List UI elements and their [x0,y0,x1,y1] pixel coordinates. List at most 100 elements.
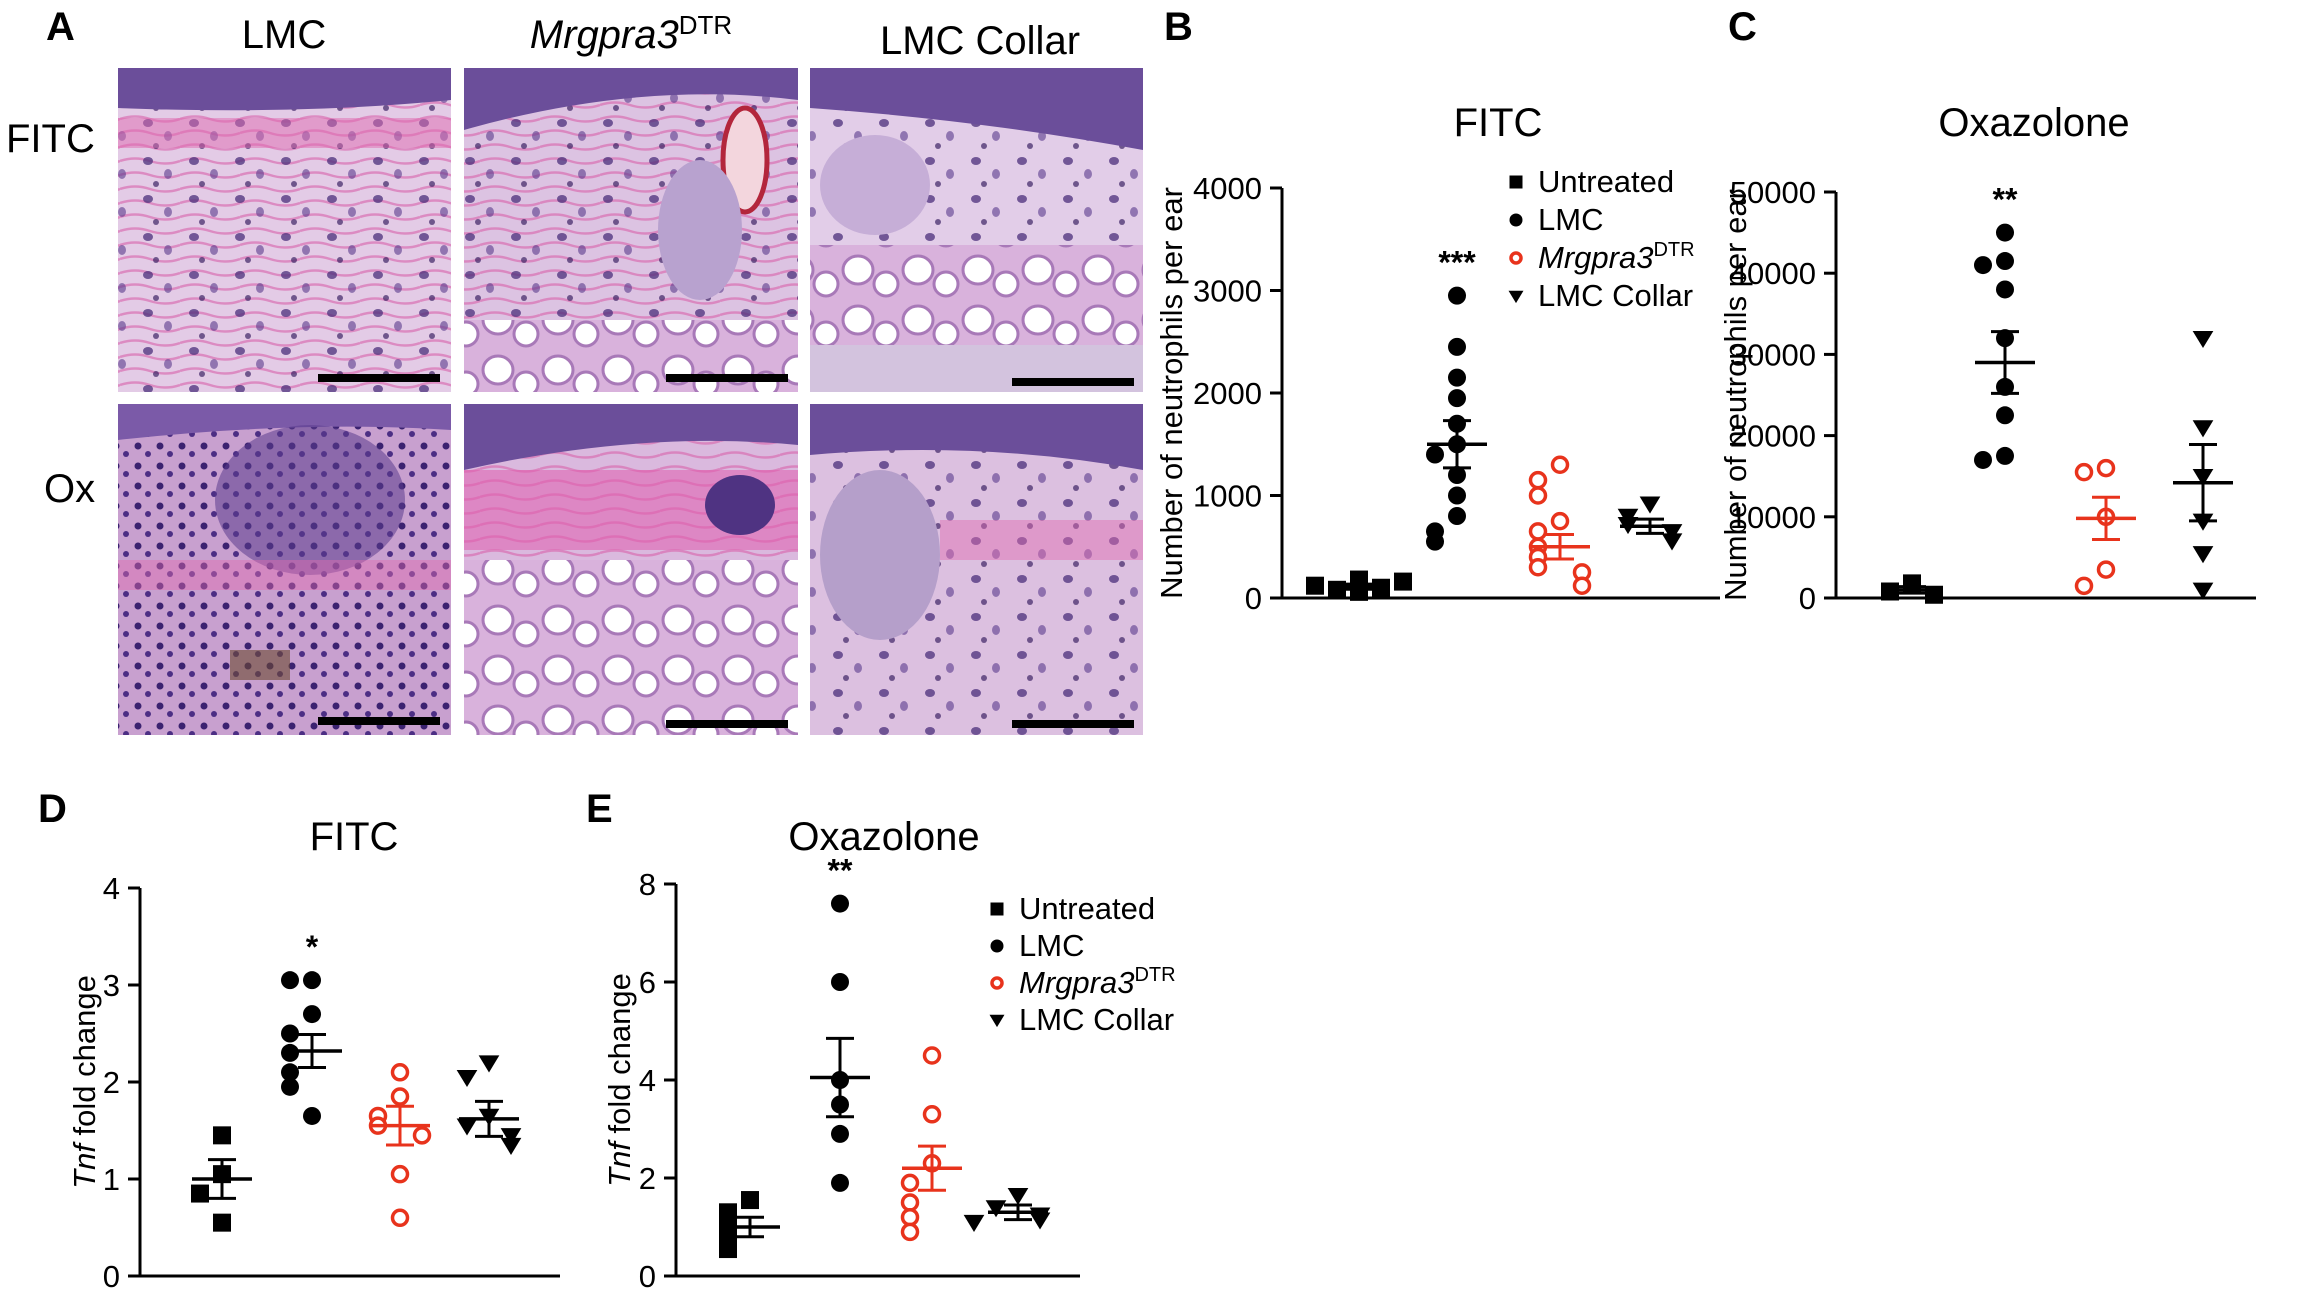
data-point [1328,580,1346,599]
chart-title: FITC [1454,101,1543,145]
data-point [1661,524,1683,542]
y-tick-label: 3 [103,968,120,1003]
y-tick-label: 4 [103,871,120,906]
data-point [1996,223,2014,242]
data-point [831,1124,849,1143]
data-point [963,1214,985,1232]
data-point [213,1213,231,1232]
data-point [831,1173,849,1192]
data-point [831,973,849,991]
data-point [900,1222,920,1242]
data-point [303,1005,321,1024]
data-point [2192,546,2214,564]
chart-d: FITC 0 1 2 3 4 Tnf fold change * [67,815,560,1294]
data-point [2192,330,2214,349]
data-point [500,1128,522,1146]
group-0 [1881,574,1943,604]
micrograph-fitc-mrgpra3 [464,68,798,392]
data-point [1448,337,1466,356]
data-point [2074,462,2094,482]
y-tick-label: 0 [1245,581,1262,616]
legend-marker [1509,251,1523,265]
micrograph-fitc-lmc [118,68,451,392]
legend-label: LMC Collar [1019,1002,1174,1037]
panel-a-row-label-2: Ox [44,467,95,511]
y-tick-label: 4000 [1193,171,1262,206]
data-point [412,1126,432,1145]
group-3 [963,1187,1051,1232]
data-point [1974,450,1992,469]
significance-label: ** [1993,182,2018,218]
data-point [2074,576,2094,596]
y-tick-label: 8 [639,867,656,902]
data-point [1550,511,1570,531]
y-axis-label: Tnf fold change [602,973,637,1187]
y-tick-label: 2000 [1193,376,1262,411]
panel-a-column-title-2-sup: DTR [679,10,732,40]
y-axis-label-italic: Tnf [67,1141,102,1189]
y-tick-label: 0 [639,1259,656,1294]
micrograph-ox-collar [810,404,1143,735]
legend-label-italic: Mrgpra3 [1019,965,1134,1000]
data-point [741,1191,759,1210]
panel-a-column-title-2: Mrgpra3DTR [530,10,732,57]
micrograph-fitc-collar [810,68,1143,392]
data-point [719,1240,737,1259]
panel-a-column-title-2-italic: Mrgpra3 [530,13,679,57]
group-1: *** [1426,245,1487,551]
data-point [390,1164,410,1184]
data-point [500,1137,522,1155]
data-point [900,1193,920,1212]
data-point [303,971,321,990]
data-point [1639,496,1661,514]
data-point [456,1118,478,1136]
data-point [1528,558,1548,577]
chart-title: Oxazolone [1938,101,2129,145]
legend-label: Mrgpra3DTR [1019,964,1176,1000]
group-0 [191,1126,252,1232]
y-tick-label: 1000 [1193,479,1262,514]
chart-title: FITC [310,815,399,859]
data-point [390,1087,410,1106]
legend-marker [1509,213,1523,227]
legend-label: LMC [1019,928,1084,963]
data-point [922,1046,942,1065]
data-point [1426,532,1444,551]
legend-label-italic: Mrgpra3 [1538,240,1653,275]
data-point [1448,507,1466,525]
data-point [1572,576,1592,595]
y-tick-label: 50000 [1730,175,1816,210]
group-0 [719,1191,780,1259]
y-tick-label: 40000 [1730,256,1816,291]
data-point [2096,458,2116,478]
group-2 [900,1046,962,1242]
data-point [303,1106,321,1125]
legend-label: Untreated [1538,164,1674,199]
y-tick-label: 10000 [1730,500,1816,535]
y-axis-label: Number of neutrophils per ear [1154,187,1189,599]
group-1: ** [810,853,870,1192]
legend-label-sup: DTR [1653,239,1694,261]
group-2 [368,1063,432,1228]
y-tick-label: 0 [103,1259,120,1294]
data-point [1974,256,1992,275]
legend-marker [1509,175,1523,189]
data-point [1550,455,1570,474]
chart-c: Oxazolone 0 10000 20000 30000 40000 50000Numbe… [1718,101,2256,616]
data-point [1007,1187,1029,1206]
data-point [1029,1212,1051,1230]
data-point [922,1105,942,1124]
data-point [1996,252,2014,271]
y-axis-label: Number of neutrophils per ear [1718,189,1753,601]
data-point [1661,533,1683,551]
data-point [1528,486,1548,505]
y-axis-label-italic: Tnf [602,1139,637,1187]
group-1: ** [1974,182,2035,469]
y-tick-label: 4 [639,1063,656,1098]
panel-a-column-title-1: LMC [242,13,326,57]
panel-a-row-label-1: FITC [6,117,95,161]
data-point [1528,522,1548,541]
